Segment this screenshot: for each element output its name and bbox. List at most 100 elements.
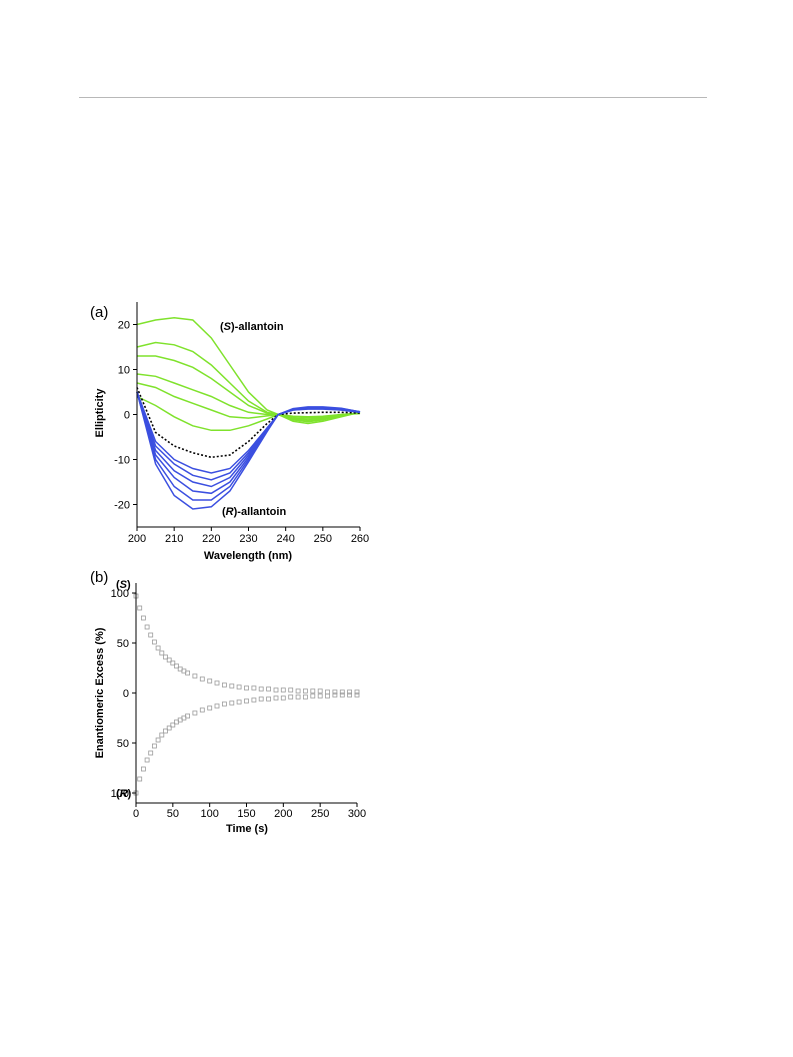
r-spectrum-line-12 [136, 391, 361, 510]
ee-point-s [280, 687, 286, 693]
ee-point-r [151, 743, 157, 749]
ee-point-s [295, 688, 301, 694]
ee-point-s [244, 685, 249, 691]
ee-point-s [221, 682, 227, 688]
ee-point-s [140, 615, 146, 621]
ee-point-r [317, 693, 323, 699]
panel-b-y-tick-label: 0 [123, 688, 129, 700]
annotation-r-allantoin: (R)-allantoin [222, 506, 286, 518]
ee-point-r [166, 725, 172, 731]
panel-b-y-axis-title: Enantiomeric Excess (%) [94, 627, 106, 758]
ee-point-r [140, 766, 146, 772]
panel-b-label: (b) [90, 569, 108, 586]
ee-point-r [251, 697, 257, 703]
panel-a-x-tick-label: 220 [202, 533, 220, 545]
ee-point-r [288, 694, 294, 700]
annotation-r-enantiomer: (R) [116, 788, 132, 800]
page-divider [79, 97, 707, 98]
ee-point-r [185, 713, 191, 719]
ee-point-r [325, 693, 330, 699]
panel-b-x-tick-label: 100 [200, 808, 218, 820]
ee-point-s [347, 689, 353, 695]
ee-point-s [302, 688, 308, 694]
reference-spectrum-line [136, 387, 361, 459]
ee-point-r [229, 700, 235, 706]
panel-b-points [133, 593, 360, 796]
ee-point-s [251, 685, 257, 691]
panel-b-ee-time: (b) 0 50 100 150 200 250 300 100 50 0 50 100 (S) (R… [90, 569, 366, 835]
ee-point-s [258, 686, 264, 692]
ee-point-r [354, 692, 360, 698]
ee-point-r [310, 693, 316, 699]
ee-point-r [244, 698, 249, 704]
ee-point-s [163, 654, 168, 660]
ee-point-s [155, 645, 161, 651]
ee-point-s [144, 624, 150, 630]
panel-a-x-tick-label: 240 [276, 533, 294, 545]
ee-point-s [192, 673, 198, 679]
ee-point-r [258, 696, 264, 702]
ee-point-s [207, 678, 213, 684]
panel-a-x-tick-label: 230 [239, 533, 257, 545]
ee-point-s [199, 676, 205, 682]
ee-point-s [310, 688, 316, 694]
panel-a-x-axis-title: Wavelength (nm) [204, 550, 293, 562]
ee-point-s [354, 689, 360, 695]
panel-b-x-tick-label: 300 [348, 808, 366, 820]
panel-a-label: (a) [90, 304, 108, 321]
ee-point-r [236, 699, 242, 705]
ee-point-r [332, 692, 338, 698]
ee-point-r [155, 737, 161, 743]
panel-a-axes: 200 210 220 230 240 250 260 -20 -10 0 10 20 [114, 302, 369, 545]
ee-point-s [266, 686, 272, 692]
ee-point-s [317, 688, 323, 694]
panel-b-y-tick-label: 50 [117, 738, 129, 750]
ee-point-r [295, 694, 301, 700]
s-spectrum-line-2 [137, 355, 361, 422]
s-spectrum-line-5 [136, 395, 361, 432]
ee-point-r [137, 776, 143, 782]
panel-a-x-tick-label: 200 [128, 533, 146, 545]
ee-point-r [170, 722, 176, 728]
panel-b-y-tick-label: 100 [111, 788, 129, 800]
ee-point-s [229, 683, 235, 689]
ee-point-s [214, 680, 220, 686]
panel-b-axes: 0 50 100 150 200 250 300 100 50 0 50 100 [111, 583, 366, 820]
ee-point-s [159, 650, 165, 656]
panel-b-x-axis-title: Time (s) [226, 823, 268, 835]
s-spectrum-line-4 [136, 382, 361, 419]
panel-b-x-tick-label: 0 [133, 808, 139, 820]
panel-a-x-tick-label: 210 [165, 533, 183, 545]
ee-point-s [332, 689, 338, 695]
ee-point-r [339, 692, 345, 698]
s-spectrum-line-0 [136, 317, 361, 425]
ee-point-s [273, 687, 279, 693]
ee-point-r [214, 703, 220, 709]
panel-a-series [136, 317, 361, 510]
panel-b-y-tick-label: 50 [117, 638, 129, 650]
panel-a-y-tick-label: -20 [114, 500, 130, 512]
s-spectrum-line-1 [136, 341, 361, 423]
ee-point-s [166, 657, 172, 663]
ee-point-s [236, 684, 242, 690]
panel-a-cd-spectra: (a) 200 210 220 230 240 250 260 -20 -10 0 10 20 (S)… [90, 302, 369, 562]
ee-point-r [266, 696, 272, 702]
panel-b-y-tick-label: 100 [111, 588, 129, 600]
ee-point-r [199, 707, 205, 713]
panel-b-x-tick-label: 200 [274, 808, 292, 820]
panel-b-x-tick-label: 150 [237, 808, 255, 820]
ee-point-r [148, 750, 154, 756]
panel-a-y-axis-title: Ellipticity [94, 388, 106, 438]
panel-a-x-tick-label: 250 [314, 533, 332, 545]
panel-a-y-tick-label: 0 [124, 410, 130, 422]
ee-point-r [280, 695, 286, 701]
ee-point-r [163, 728, 168, 734]
ee-point-s [185, 670, 191, 676]
annotation-s-enantiomer: (S) [116, 579, 131, 591]
ee-point-r [159, 732, 165, 738]
panel-a-y-tick-label: -10 [114, 455, 130, 467]
ee-point-r [192, 710, 198, 716]
ee-point-r [347, 692, 353, 698]
ee-point-s [170, 660, 176, 666]
